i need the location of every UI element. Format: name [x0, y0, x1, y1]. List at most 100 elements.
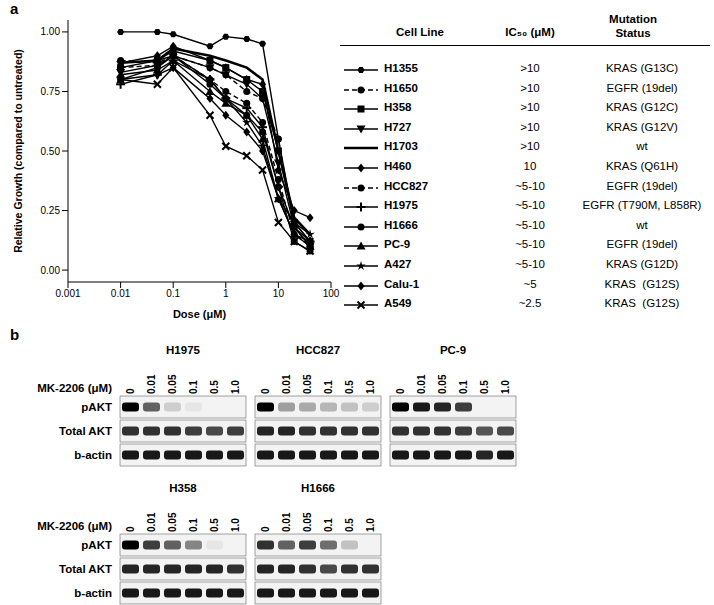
html-text:A427: A427 [384, 258, 412, 270]
svg-text:HCC827: HCC827 [296, 344, 340, 356]
svg-text:H358: H358 [169, 482, 197, 494]
svg-text:100: 100 [323, 288, 340, 299]
html-text:EGFR (19del): EGFR (19del) [606, 81, 678, 94]
svg-text:b: b [10, 326, 19, 343]
svg-text:b-actin: b-actin [74, 587, 112, 599]
html-text:Cell Line: Cell Line [396, 26, 444, 38]
svg-text:0.01: 0.01 [416, 374, 427, 394]
html-text:KRAS (G12C): KRAS (G12C) [605, 101, 679, 114]
svg-text:1.0: 1.0 [365, 380, 376, 394]
html-text:~5-10: ~5-10 [515, 238, 545, 251]
html-text:PC-9: PC-9 [384, 238, 411, 251]
svg-text:0.01: 0.01 [111, 288, 131, 299]
html-text:~5-10: ~5-10 [515, 179, 545, 192]
html-text:~5-10: ~5-10 [515, 218, 545, 231]
svg-text:PC-9: PC-9 [440, 344, 466, 356]
svg-text:pAKT: pAKT [81, 539, 112, 551]
html-text:>10: >10 [520, 120, 540, 133]
svg-text:MK-2206 (μM): MK-2206 (μM) [37, 382, 112, 394]
html-text:10: 10 [523, 160, 537, 172]
svg-text:0.05: 0.05 [167, 374, 178, 394]
html-text:~5: ~5 [523, 277, 537, 290]
html-text:H727: H727 [384, 120, 412, 133]
svg-text:0.05: 0.05 [302, 374, 313, 394]
html-text:Mutation Status: Mutation Status [609, 13, 657, 39]
svg-text:1.0: 1.0 [230, 518, 241, 532]
html-text:H1650: H1650 [384, 81, 418, 94]
svg-text:0.5: 0.5 [344, 380, 355, 394]
svg-text:1: 1 [223, 288, 229, 299]
html-text:KRAS (G12S): KRAS (G12S) [604, 297, 680, 310]
svg-text:0.05: 0.05 [167, 512, 178, 532]
svg-text:0.1: 0.1 [323, 518, 334, 532]
html-text:~2.5: ~2.5 [518, 297, 542, 310]
svg-text:0.05: 0.05 [437, 374, 448, 394]
html-text:EGFR (19del): EGFR (19del) [606, 179, 678, 192]
html-text:Calu-1: Calu-1 [384, 277, 420, 290]
svg-text:0.25: 0.25 [41, 205, 61, 216]
svg-text:0.1: 0.1 [323, 380, 334, 394]
svg-text:H1975: H1975 [166, 344, 200, 356]
svg-text:1.0: 1.0 [365, 518, 376, 532]
svg-text:0.01: 0.01 [146, 374, 157, 394]
html-text:IC₅₀ (μM): IC₅₀ (μM) [505, 26, 555, 38]
svg-text:0.1: 0.1 [188, 380, 199, 394]
html-text:KRAS (G12D): KRAS (G12D) [605, 258, 679, 270]
html-text:~5-10: ~5-10 [515, 199, 545, 212]
svg-text:0.5: 0.5 [344, 518, 355, 532]
svg-text:0.1: 0.1 [188, 518, 199, 532]
svg-text:a: a [10, 0, 19, 17]
html-text:wt: wt [636, 140, 648, 153]
html-text:H1703: H1703 [384, 140, 418, 153]
html-text:H1355: H1355 [384, 62, 418, 74]
svg-text:Relative Growth (compared to u: Relative Growth (compared to untreated) [12, 49, 24, 253]
html-text:H1975: H1975 [384, 199, 418, 212]
svg-text:1.0: 1.0 [500, 380, 511, 394]
svg-text:0.01: 0.01 [281, 512, 292, 532]
svg-text:H1666: H1666 [301, 482, 335, 494]
svg-text:0.1: 0.1 [458, 380, 469, 394]
svg-text:0.50: 0.50 [41, 146, 61, 157]
html-text:>10: >10 [520, 101, 540, 114]
html-text:EGFR (T790M, L858R): EGFR (T790M, L858R) [582, 199, 702, 212]
svg-text:0.5: 0.5 [209, 518, 220, 532]
html-text:>10: >10 [520, 81, 540, 94]
svg-text:0.01: 0.01 [146, 512, 157, 532]
svg-text:0.001: 0.001 [55, 288, 80, 299]
svg-text:0.75: 0.75 [41, 86, 61, 97]
svg-text:1.00: 1.00 [41, 26, 61, 37]
html-text:KRAS (G12V): KRAS (G12V) [606, 120, 678, 133]
html-text:KRAS (G13C): KRAS (G13C) [605, 62, 679, 74]
html-text:KRAS (Q61H): KRAS (Q61H) [605, 160, 679, 172]
html-text:>10: >10 [520, 62, 540, 74]
svg-text:10: 10 [273, 288, 285, 299]
svg-text:0.01: 0.01 [281, 374, 292, 394]
svg-text:0: 0 [260, 526, 271, 532]
svg-text:Dose (μM): Dose (μM) [173, 308, 227, 320]
svg-text:0: 0 [260, 388, 271, 394]
html-text:H358: H358 [384, 101, 412, 114]
html-text:HCC827: HCC827 [384, 179, 429, 192]
html-text:H1666: H1666 [384, 218, 418, 231]
svg-text:0: 0 [125, 526, 136, 532]
svg-text:MK-2206 (μM): MK-2206 (μM) [37, 520, 112, 532]
svg-text:0.05: 0.05 [302, 512, 313, 532]
html-text:>10: >10 [520, 140, 540, 153]
html-text:~5-10: ~5-10 [515, 258, 545, 270]
svg-text:0.5: 0.5 [479, 380, 490, 394]
svg-text:0.00: 0.00 [41, 265, 61, 276]
svg-text:pAKT: pAKT [81, 401, 112, 413]
svg-text:Total AKT: Total AKT [59, 563, 112, 575]
svg-text:1.0: 1.0 [230, 380, 241, 394]
html-text:KRAS (G12S): KRAS (G12S) [604, 277, 680, 290]
svg-text:0: 0 [125, 388, 136, 394]
svg-text:b-actin: b-actin [74, 449, 112, 461]
html-text:H460: H460 [384, 160, 412, 172]
svg-text:Total AKT: Total AKT [59, 425, 112, 437]
svg-text:0: 0 [395, 388, 406, 394]
svg-text:0.1: 0.1 [166, 288, 180, 299]
svg-text:0.5: 0.5 [209, 380, 220, 394]
html-text:EGFR (19del): EGFR (19del) [606, 238, 678, 251]
html-text:wt: wt [636, 218, 648, 231]
html-text:A549: A549 [384, 297, 412, 310]
